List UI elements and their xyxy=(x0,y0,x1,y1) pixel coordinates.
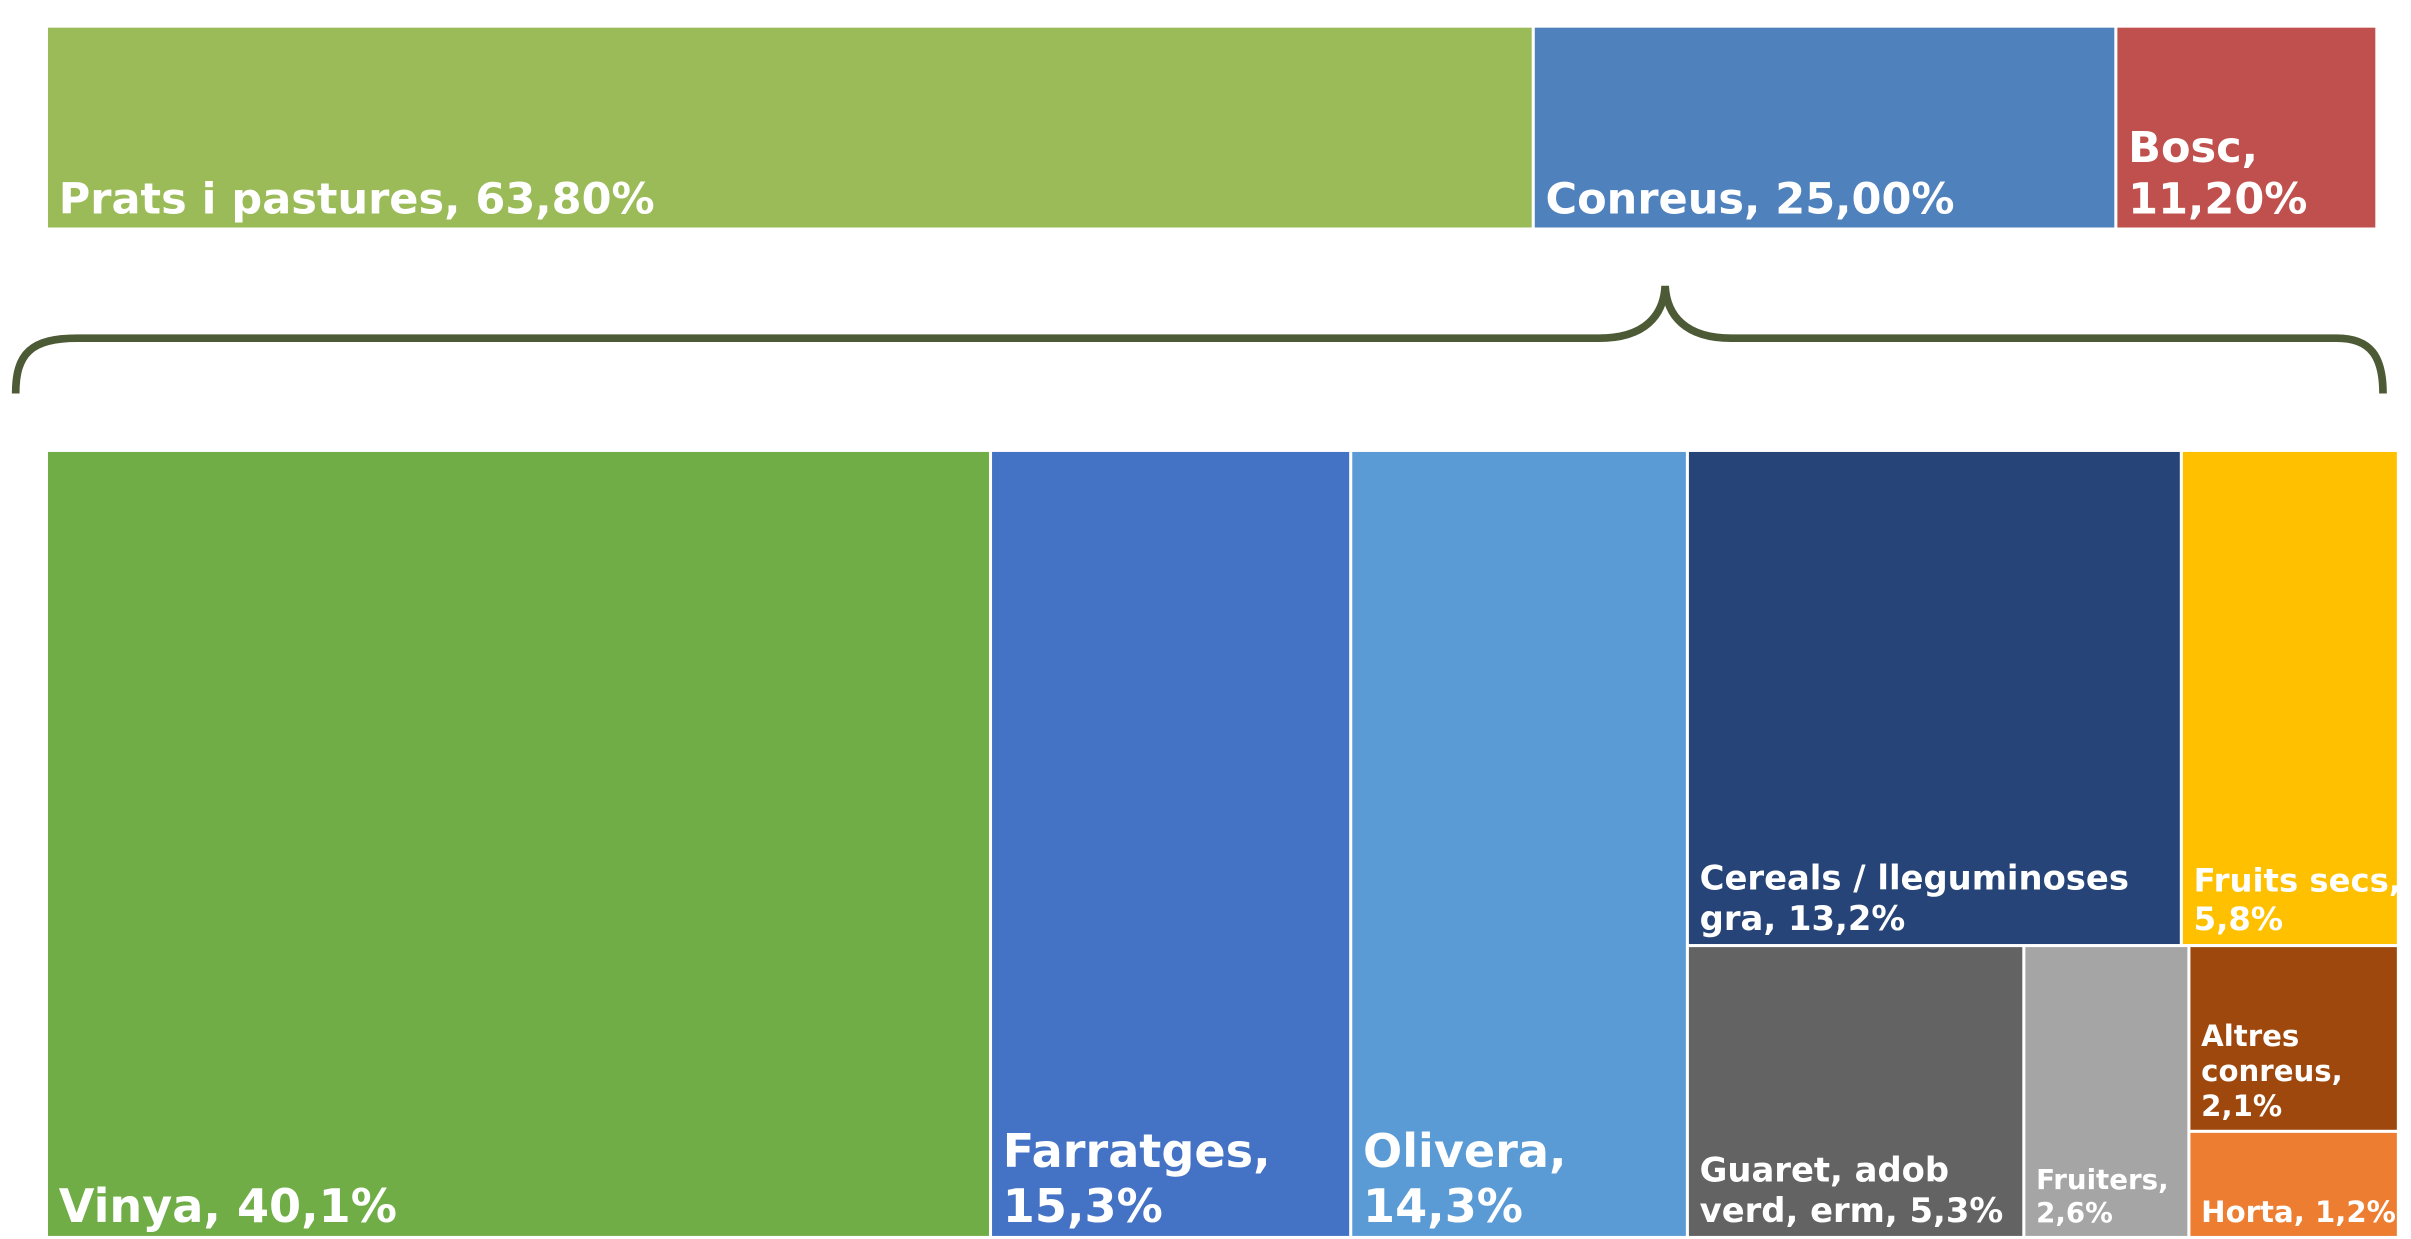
tile-label: Horta, 1,2% xyxy=(2201,1195,2396,1229)
tile-label: 2,6% xyxy=(2036,1196,2113,1229)
tile xyxy=(2025,947,2188,1236)
tile-label: conreus, xyxy=(2201,1054,2343,1088)
tile xyxy=(992,451,1350,1236)
tile-label: Altres xyxy=(2201,1019,2299,1053)
tile xyxy=(2182,451,2397,945)
tile-label: Vinya, 40,1% xyxy=(59,1179,397,1233)
tile-label: 5,8% xyxy=(2194,900,2284,938)
tile-label: Conreus, 25,00% xyxy=(1546,175,1955,225)
tile-label: Cereals / lleguminoses xyxy=(1700,859,2129,898)
tile xyxy=(1534,27,2115,228)
tile-label: 14,3% xyxy=(1363,1179,1523,1233)
tile xyxy=(1352,451,1686,1236)
tile-label: 2,1% xyxy=(2201,1089,2282,1123)
tile xyxy=(1688,451,2180,945)
tile-label: 15,3% xyxy=(1003,1179,1163,1233)
tile-label: Guaret, adob xyxy=(1700,1151,1949,1190)
tile-label: Fruits secs, xyxy=(2194,861,2401,899)
tile xyxy=(47,451,989,1236)
tile xyxy=(2117,27,2376,228)
tile xyxy=(1688,947,2023,1236)
tile xyxy=(47,27,1532,228)
tile-label: Bosc, xyxy=(2128,123,2258,173)
tile-label: Prats i pastures, 63,80% xyxy=(59,175,655,225)
tile-label: Olivera, xyxy=(1363,1124,1567,1178)
brace xyxy=(11,285,2387,394)
tile-label: 11,20% xyxy=(2128,175,2307,225)
tile-label: Farratges, xyxy=(1003,1124,1271,1178)
tile-label: Fruiters, xyxy=(2036,1163,2169,1196)
tile xyxy=(2190,947,2397,1130)
tile xyxy=(2190,1132,2397,1236)
tile-label: gra, 13,2% xyxy=(1700,899,1906,938)
tile-label: verd, erm, 5,3% xyxy=(1700,1191,2004,1230)
